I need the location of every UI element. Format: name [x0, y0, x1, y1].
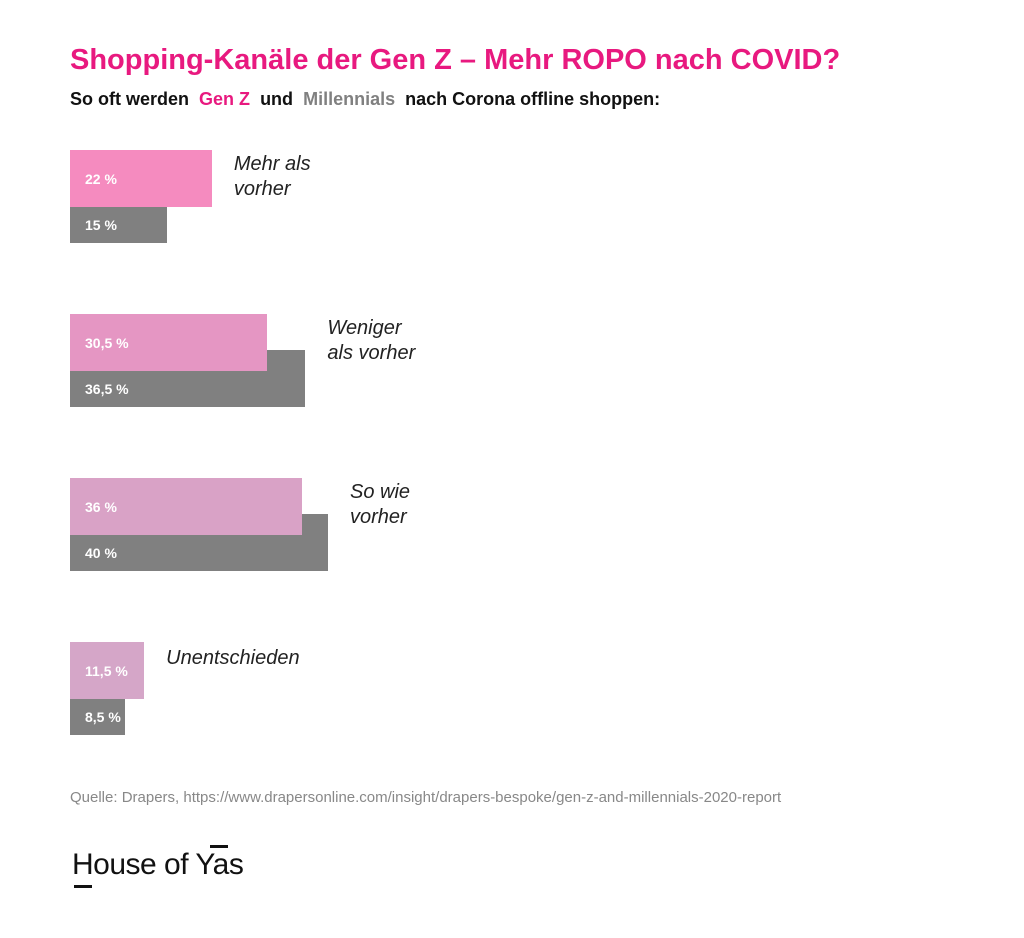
value-label: 22 %: [85, 171, 117, 187]
category-label: Weniger als vorher: [327, 317, 416, 364]
bar: [70, 150, 212, 207]
logo-underline: [74, 885, 92, 888]
value-label: 15 %: [85, 217, 117, 233]
category-label: Unentschieden: [166, 647, 300, 669]
logo-overline: [210, 845, 228, 848]
bar: [70, 478, 303, 535]
source: Quelle: Drapers, https://www.drapersonli…: [70, 789, 782, 806]
subtitle: So oft werden Gen Z und Millennials nach…: [70, 89, 665, 110]
value-label: 30,5 %: [85, 335, 129, 351]
value-label: 40 %: [85, 545, 117, 561]
chart: 22 % 15 % Mehr als vorher 30,5 % 36,5 % Wenig…: [70, 150, 416, 735]
value-label: 36,5 %: [85, 381, 129, 397]
logo: House of Yas: [72, 848, 244, 881]
subtitle-text: nach Corona offline shoppen:: [405, 89, 661, 109]
chart-title: Shopping-Kanäle der Gen Z – Mehr ROPO na…: [70, 44, 841, 76]
bar: [70, 314, 267, 371]
subtitle-text: So oft werden: [70, 89, 190, 109]
bar: [70, 642, 145, 699]
subtitle-text: und: [260, 89, 294, 109]
legend-entry: Millennials: [303, 89, 396, 109]
category-label: Mehr als vorher: [233, 153, 311, 200]
category-label: So wie vorher: [350, 481, 411, 528]
value-label: 36 %: [85, 499, 117, 515]
value-label: 11,5 %: [85, 663, 128, 679]
legend-entry: Gen Z: [199, 89, 251, 109]
value-label: 8,5 %: [85, 709, 121, 725]
